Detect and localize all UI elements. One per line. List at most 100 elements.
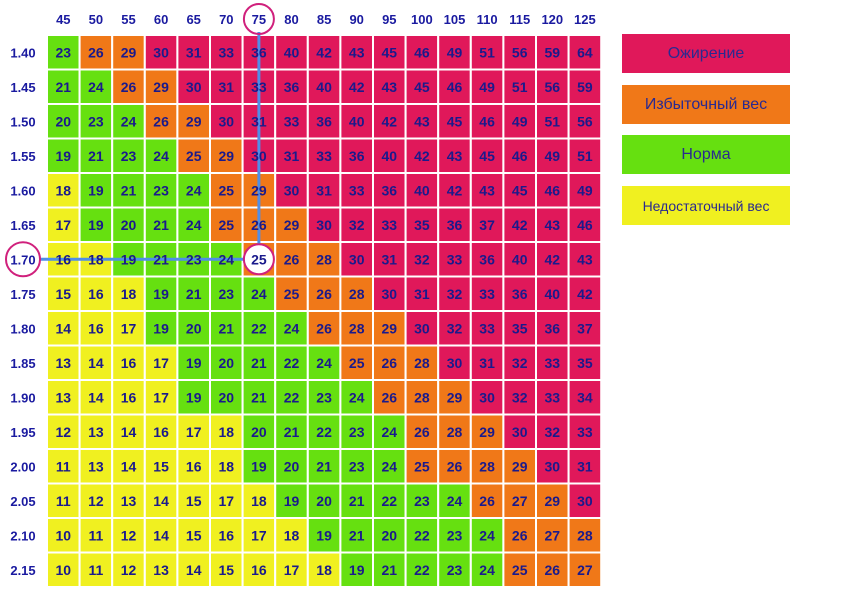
heatmap-cell: [306, 551, 342, 588]
cell-value: 40: [414, 182, 430, 198]
cell-value: 31: [479, 355, 495, 371]
column-header: 95: [382, 12, 396, 27]
cell-value: 31: [577, 458, 593, 474]
cell-value: 11: [88, 562, 103, 578]
cell-value: 22: [251, 320, 267, 336]
legend-item-normal: Норма: [622, 135, 790, 174]
cell-value: 26: [284, 251, 300, 267]
cell-value: 30: [349, 251, 365, 267]
cell-value: 21: [316, 458, 332, 474]
heatmap-cell: [535, 172, 570, 209]
cell-value: 30: [153, 44, 169, 60]
heatmap-cell: [176, 34, 211, 71]
cell-value: 28: [414, 389, 430, 405]
heatmap-cell: [274, 103, 309, 140]
cell-value: 21: [251, 389, 267, 405]
heatmap-cell: [437, 172, 472, 209]
heatmap-cell: [567, 137, 603, 174]
cell-value: 33: [251, 79, 267, 95]
cell-value: 16: [121, 389, 137, 405]
column-header: 105: [444, 12, 466, 27]
cell-value: 42: [512, 217, 528, 233]
heatmap-cell: [404, 379, 440, 416]
heatmap-cell: [209, 448, 244, 485]
cell-value: 42: [545, 251, 561, 267]
column-header: 80: [284, 12, 298, 27]
cell-value: 21: [382, 562, 398, 578]
heatmap-cell: [78, 206, 114, 243]
cell-value: 11: [56, 458, 71, 474]
heatmap-cell: [437, 482, 472, 519]
column-header: 115: [509, 12, 530, 27]
cell-value: 32: [512, 355, 528, 371]
cell-value: 14: [121, 424, 137, 440]
cell-value: 36: [349, 148, 365, 164]
heatmap-cell: [339, 379, 374, 416]
heatmap-cell: [78, 482, 114, 519]
cell-value: 23: [316, 389, 332, 405]
heatmap-cell: [567, 482, 603, 519]
cell-value: 59: [545, 44, 561, 60]
cell-value: 19: [153, 320, 169, 336]
cell-value: 36: [316, 113, 332, 129]
heatmap-cell: [111, 413, 146, 450]
cell-value: 26: [316, 286, 332, 302]
heatmap-cell: [567, 344, 603, 381]
heatmap-cell: [404, 275, 440, 312]
cell-value: 45: [447, 113, 463, 129]
heatmap-cell: [404, 241, 440, 278]
heatmap-cell: [176, 482, 211, 519]
column-header: 100: [411, 12, 433, 27]
cell-value: 30: [284, 182, 300, 198]
cell-value: 18: [56, 182, 72, 198]
cell-value: 26: [479, 493, 495, 509]
cell-value: 49: [512, 113, 528, 129]
heatmap-cell: [209, 275, 244, 312]
cell-value: 22: [414, 562, 430, 578]
cell-value: 27: [577, 562, 593, 578]
cell-value: 16: [56, 251, 72, 267]
cell-value: 28: [414, 355, 430, 371]
cell-value: 29: [121, 44, 137, 60]
cell-value: 22: [316, 424, 332, 440]
heatmap-cell: [176, 310, 211, 347]
cell-value: 19: [186, 355, 202, 371]
row-header: 1.55: [10, 149, 35, 164]
cell-value: 21: [121, 182, 137, 198]
heatmap-cell: [78, 34, 114, 71]
heatmap-cell: [46, 551, 81, 588]
cell-value: 24: [186, 217, 202, 233]
heatmap-cell: [209, 482, 244, 519]
cell-value: 13: [56, 355, 72, 371]
heatmap-cell: [437, 517, 472, 554]
cell-value: 21: [88, 148, 104, 164]
highlight-cell-circle: [242, 243, 275, 276]
cell-value: 14: [186, 562, 202, 578]
cell-value: 28: [349, 286, 365, 302]
cell-value: 33: [349, 182, 365, 198]
cell-value: 14: [88, 389, 104, 405]
heatmap-cell: [567, 551, 603, 588]
heatmap-cell: [535, 482, 570, 519]
row-header: 1.95: [10, 425, 35, 440]
cell-value: 23: [447, 527, 463, 543]
cell-value: 21: [349, 493, 365, 509]
cell-value: 16: [219, 527, 235, 543]
cell-value: 33: [545, 389, 561, 405]
heatmap-cell: [469, 344, 505, 381]
cell-value: 36: [447, 217, 463, 233]
cell-value: 32: [447, 320, 463, 336]
cell-value: 42: [382, 113, 398, 129]
heatmap-cell: [437, 413, 472, 450]
cell-value: 18: [284, 527, 300, 543]
heatmap-cell: [567, 206, 603, 243]
cell-value: 24: [447, 493, 463, 509]
cell-value: 42: [349, 79, 365, 95]
cell-value: 64: [577, 44, 593, 60]
heatmap-cell: [404, 103, 440, 140]
column-header: 55: [121, 12, 135, 27]
cell-value: 51: [545, 113, 561, 129]
cell-value: 30: [414, 320, 430, 336]
cell-value: 18: [251, 493, 267, 509]
cell-value: 23: [219, 286, 235, 302]
